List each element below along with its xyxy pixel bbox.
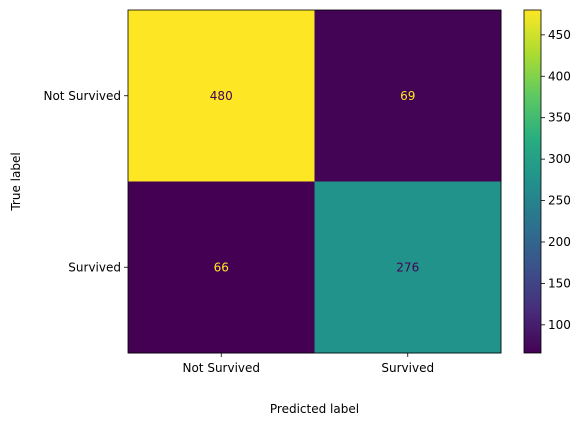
colorbar-tick-label: 100: [548, 318, 571, 332]
colorbar: [523, 9, 542, 354]
y-tick-label: Not Survived: [43, 89, 121, 103]
cell-value-label-r0-c1: 69: [400, 89, 415, 103]
colorbar-tick-label: 400: [548, 69, 571, 83]
y-axis-ticks: Not Survived Survived: [43, 89, 128, 274]
heatmap-cells: [128, 10, 502, 354]
colorbar-tick-label: 150: [548, 276, 571, 290]
cell-value-label-r0-c0: 480: [210, 89, 233, 103]
plot-frame: [127, 9, 502, 354]
x-axis-label: Predicted label: [270, 402, 359, 416]
x-tick-label: Survived: [381, 361, 434, 375]
heatmap-cell-r0-c0: [128, 10, 315, 182]
heatmap-cell-r1-c0: [128, 181, 315, 354]
heatmap-cell-r1-c1: [314, 181, 502, 354]
colorbar-tick-label: 300: [548, 152, 571, 166]
colorbar-tick-label: 350: [548, 111, 571, 125]
cell-value-label-r1-c0: 66: [214, 260, 229, 274]
cell-value-label-r1-c1: 276: [396, 260, 419, 274]
x-axis-ticks: Not Survived Survived: [182, 353, 434, 375]
x-tick-label: Not Survived: [182, 361, 260, 375]
y-tick-label: Survived: [68, 260, 121, 274]
heatmap-cell-r0-c1: [314, 10, 502, 182]
colorbar-ticks: 100 150 200 250 300 350 400 450: [541, 28, 571, 332]
colorbar-tick-label: 250: [548, 194, 571, 208]
cell-value-labels: 480 69 66 276: [210, 89, 419, 275]
colorbar-tick-label: 200: [548, 235, 571, 249]
y-axis-label: True label: [9, 152, 23, 211]
colorbar-tick-label: 450: [548, 28, 571, 42]
